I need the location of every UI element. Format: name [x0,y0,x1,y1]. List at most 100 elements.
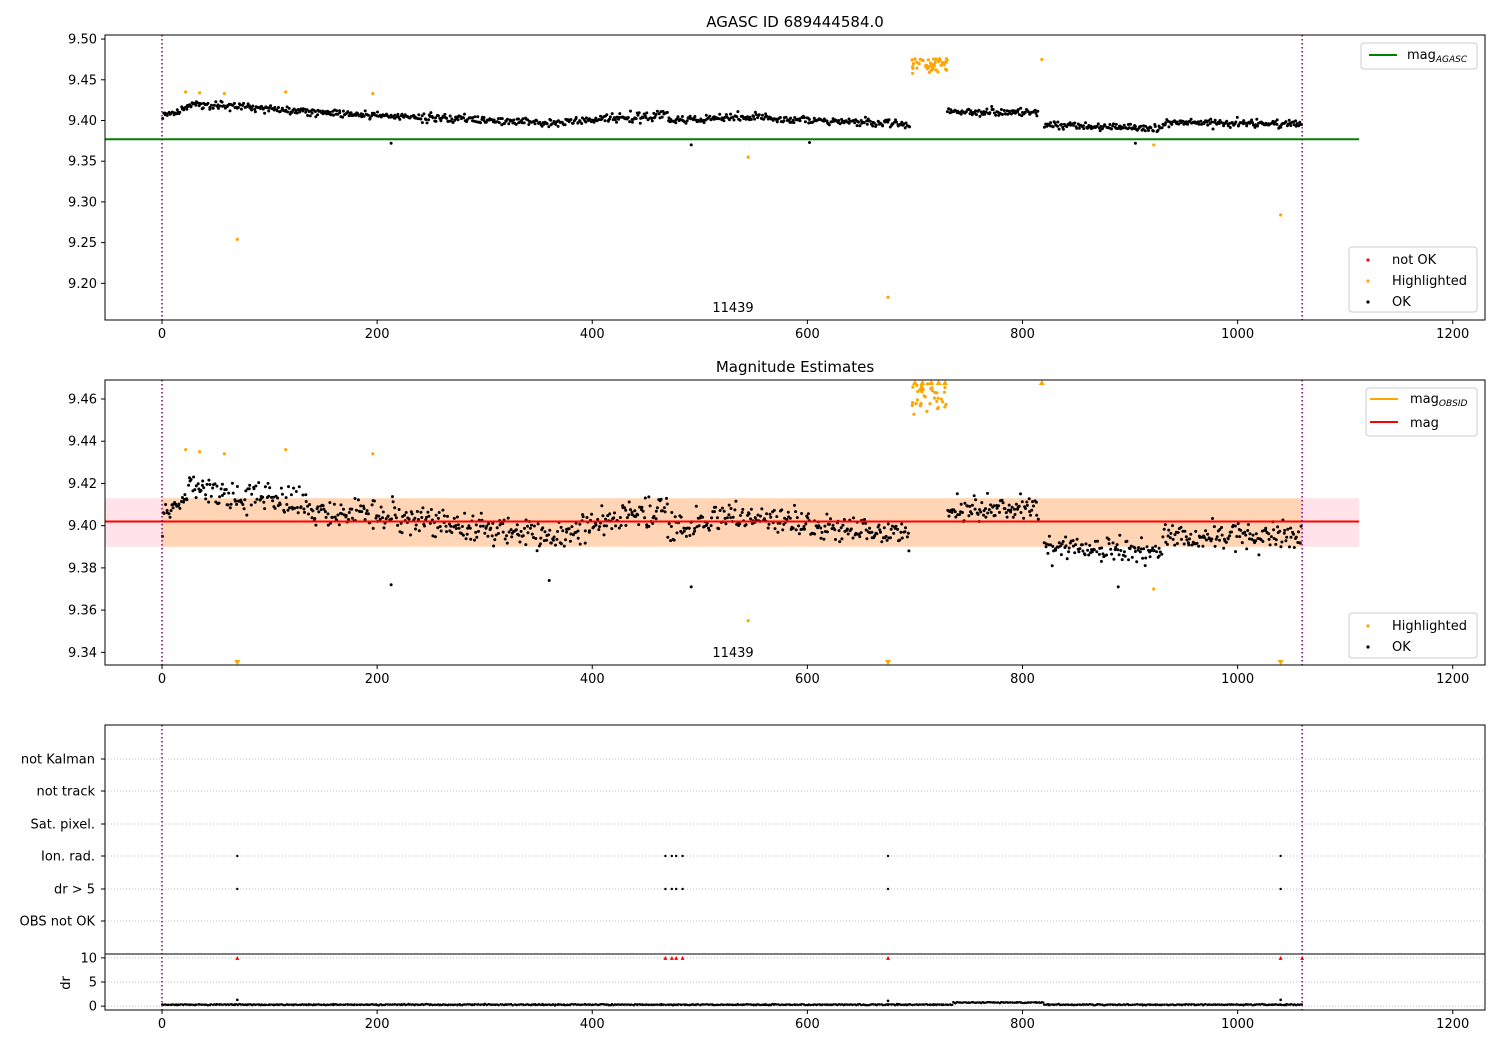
magnitude-ok-point-505 [688,534,692,537]
magnitude-ok-point-801 [1034,500,1038,504]
magnitude-ok-point-437 [617,526,621,530]
magnitude-ok-point-290 [464,537,468,541]
magnitude-ok-point-418 [598,525,602,529]
magnitude-ok-point-699 [890,524,894,528]
magnitude-ok-point-247 [419,510,423,514]
magnitude-ok-point-80 [244,489,248,493]
magnitude-ok-point-101 [266,481,270,485]
dr-xtick-label-2: 400 [580,1017,605,1032]
magnitude-ok-point-138 [304,500,308,503]
magnitude-ok-point-262 [434,513,438,517]
magnitude-ok-point-729 [959,502,963,506]
flag-point-1-4 [681,887,684,891]
magnitude-ok-point-97 [262,500,266,504]
agasc-ok-point-900 [1143,129,1147,133]
agasc-ok-point-69 [232,101,236,105]
agasc-ytick-label-4: 9.40 [68,114,97,129]
agasc-ok-point-350 [527,123,531,126]
magnitude-ok-point-845 [1086,548,1090,552]
magnitude-ok-point-562 [747,512,751,516]
agasc-ok-point-906 [1149,126,1153,130]
magnitude-ok-point-314 [489,526,493,530]
magnitude-ok-point-798 [1031,500,1034,504]
magnitude-ok-point-542 [727,513,731,517]
agasc-ok-point-197 [367,113,370,117]
magnitude-ok-point-233 [404,511,408,514]
magnitude-ok-point-596 [783,516,787,520]
magnitude-ok-point-1025 [1274,542,1278,546]
magnitude-ok-point-88 [252,487,256,491]
agasc-ok-point-494 [676,115,680,119]
dr-point-51 [216,1003,219,1006]
magnitude-ok-point-791 [1024,507,1027,510]
magnitude-ok-point-210 [381,516,384,520]
flag-point-0-0 [236,854,239,858]
agasc-xtick-label-4: 800 [1010,327,1035,342]
magnitude-ok-point-331 [506,516,510,520]
magnitude-ok-point-686 [877,523,881,527]
magnitude-ok-point-311 [486,534,490,538]
agasc-ok-point-438 [618,112,622,116]
dr-points-layer [105,955,1485,1007]
agasc-ok-point-690 [881,124,885,128]
dr-xtick-label-6: 1200 [1436,1017,1469,1032]
magnitude-clipped-below-marker-1 [885,660,892,665]
magnitude-ok-point-810 [1049,543,1053,547]
agasc-ok-point-944 [1189,117,1193,121]
agasc-ok-point-754 [985,107,989,111]
dr-point-580 [791,1003,794,1007]
agasc-ok-point-639 [827,123,831,127]
dr-point-133 [305,1003,308,1007]
agasc-ok-point-288 [462,116,466,120]
magnitude-ok-point-757 [989,503,993,507]
agasc-ok-point-254 [427,118,431,122]
magnitude-ok-point-802 [1035,513,1039,517]
agasc-ok-point-97 [262,106,266,110]
agasc-ok-point-437 [617,116,621,119]
dr-y-axis-ticks: 0 5 10 [80,951,105,1015]
magnitude-ok-point-35 [197,487,201,491]
agasc-ok-point-751 [982,110,986,114]
agasc-ok-point-369 [547,125,551,129]
agasc-ok-point-786 [1019,106,1023,110]
magnitude-ok-point-422 [602,533,606,537]
agasc-ok-point-44 [206,101,210,105]
magnitude-ok-point-910 [1154,544,1157,548]
magnitude-ok-point-900 [1143,564,1147,568]
magnitude-ok-point-187 [356,498,360,502]
magnitude-ok-point-840 [1080,543,1084,547]
magnitude-highlighted-cluster-point-27 [928,402,932,406]
agasc-ok-point-433 [613,118,617,122]
magnitude-ok-point-773 [1005,515,1009,519]
magnitude-ok-point-640 [829,517,832,521]
magnitude-ok-point-461 [643,516,647,520]
magnitude-ok-point-955 [1201,544,1205,548]
magnitude-ok-point-1003 [1251,533,1255,537]
agasc-ok-point-429 [608,115,612,119]
magnitude-ok-point-668 [858,535,862,539]
magnitude-ok-point-483 [665,502,669,506]
magnitude-ok-point-737 [968,504,972,508]
magnitude-ok-point-812 [1051,544,1055,548]
agasc-ok-point-191 [360,115,364,119]
magnitude-ok-point-390 [568,539,572,543]
magnitude-ok-point-17 [178,506,182,510]
agasc-ok-point-194 [363,109,367,113]
magnitude-ok-point-752 [984,507,987,511]
agasc-ok-point-665 [855,124,859,128]
magnitude-ok-point-33 [194,484,198,488]
magnitude-ok-point-433 [613,511,616,515]
magnitude-ok-point-530 [714,505,718,509]
magnitude-ok-point-254 [426,510,430,514]
magnitude-ok-point-320 [495,526,499,530]
magnitude-highlighted-cluster-point-17 [914,402,918,406]
magnitude-ok-point-220 [390,495,394,499]
magnitude-ok-point-598 [785,518,789,521]
agasc-ok-point-199 [368,116,372,120]
magnitude-highlighted-cluster-point-2 [943,385,947,390]
magnitude-ok-point-748 [979,510,983,514]
magnitude-ok-point-149 [316,505,320,509]
magnitude-ok-point-298 [473,538,476,542]
magnitude-ok-point-356 [532,524,536,528]
agasc-legend-line-label: magAGASC [1407,48,1468,65]
